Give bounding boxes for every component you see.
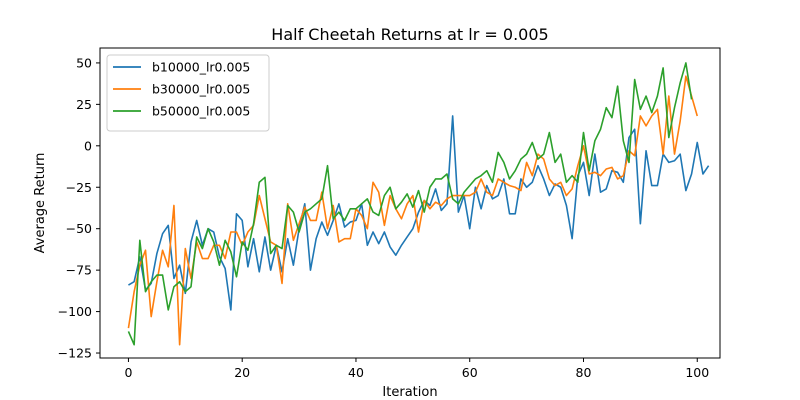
x-tick-label: 60	[462, 365, 478, 380]
series-line-3	[127, 62, 693, 346]
series-layer	[127, 62, 710, 346]
y-axis-label: Average Return	[33, 153, 48, 254]
legend-label-2: b30000_lr0.005	[152, 82, 250, 97]
x-tick-label: 0	[124, 365, 132, 380]
x-tick-label: 40	[348, 365, 364, 380]
y-axis: −125 −100 −75 −50 −25 0 25 50	[58, 55, 100, 361]
plot-area	[99, 47, 721, 359]
legend: b10000_lr0.005 b30000_lr0.005 b50000_lr0.0…	[106, 54, 270, 132]
y-tick-label: −100	[58, 304, 92, 319]
x-tick-label: 80	[576, 365, 592, 380]
axes-frame	[99, 47, 721, 359]
x-axis: 0 20 40 60 80 100	[124, 358, 709, 380]
x-axis-label: Iteration	[382, 385, 437, 400]
y-tick-label: 0	[84, 138, 92, 153]
y-tick-label: −25	[66, 180, 92, 195]
legend-box	[106, 54, 270, 132]
y-tick-label: 50	[76, 55, 92, 70]
series-line-2	[127, 75, 699, 346]
y-tick-label: 25	[76, 97, 92, 112]
series-line-1	[128, 115, 710, 311]
y-tick-label: −125	[58, 346, 92, 361]
legend-label-1: b10000_lr0.005	[152, 60, 250, 75]
legend-label-3: b50000_lr0.005	[152, 104, 250, 119]
chart-title: Half Cheetah Returns at lr = 0.005	[271, 25, 548, 44]
y-tick-label: −75	[66, 263, 92, 278]
x-tick-label: 20	[234, 365, 250, 380]
x-tick-label: 100	[685, 365, 709, 380]
y-tick-label: −50	[66, 221, 92, 236]
